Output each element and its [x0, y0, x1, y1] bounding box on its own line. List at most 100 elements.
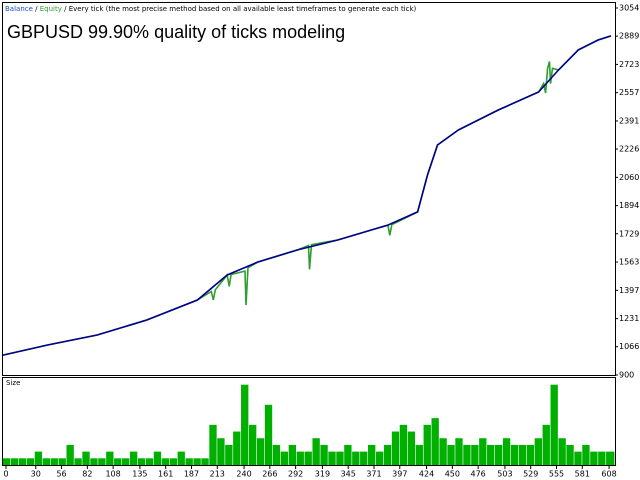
y-tick-label: 1397 [619, 286, 639, 295]
x-tick-label: 608 [601, 470, 616, 479]
size-bar [455, 438, 463, 465]
x-tick-label: 450 [445, 470, 460, 479]
size-bar [510, 444, 519, 465]
size-bar [391, 431, 400, 465]
size-bar [3, 458, 11, 465]
legend-equity: Equity [40, 5, 62, 13]
x-tick-label: 56 [56, 470, 66, 479]
size-bar [423, 424, 431, 465]
size-bar [574, 451, 582, 465]
legend: Balance / Equity / Every tick (the most … [5, 5, 417, 13]
x-tick-label: 319 [315, 470, 330, 479]
size-bar [248, 424, 257, 465]
size-bar [161, 458, 170, 465]
size-bar [66, 444, 74, 465]
size-bar [217, 438, 225, 465]
y-tick-label: 1729 [619, 229, 639, 238]
size-bar [558, 438, 566, 465]
size-bar [336, 451, 344, 465]
size-bar [153, 451, 162, 465]
size-bar [74, 458, 82, 465]
size-bar [225, 444, 233, 465]
size-bar [518, 444, 527, 465]
x-tick-label: 82 [82, 470, 92, 479]
size-bar [494, 444, 503, 465]
y-tick-label: 2391 [619, 116, 639, 125]
size-bar [368, 444, 376, 465]
size-bar [502, 438, 511, 465]
x-tick-label: 555 [549, 470, 564, 479]
x-tick-label: 345 [341, 470, 356, 479]
size-bar [399, 424, 408, 465]
legend-separator: / [64, 5, 67, 13]
size-bar [606, 451, 615, 465]
y-tick-label: 2889 [619, 32, 639, 41]
x-tick-label: 213 [210, 470, 225, 479]
size-bar [407, 431, 416, 465]
size-bar [415, 444, 423, 465]
legend-balance: Balance [5, 5, 33, 13]
x-tick-label: 266 [262, 470, 277, 479]
size-bar [90, 458, 98, 465]
size-bar [304, 451, 312, 465]
size-bar [177, 451, 185, 465]
size-bar [360, 451, 368, 465]
size-bar [18, 458, 27, 465]
y-tick-label: 1563 [619, 258, 639, 267]
size-bar [193, 458, 201, 465]
size-bar [233, 431, 241, 465]
size-bar [129, 451, 138, 465]
size-bar [106, 451, 114, 465]
series-line [2, 35, 612, 356]
y-tick-label: 1894 [619, 201, 639, 210]
y-tick-label: 2226 [619, 145, 639, 154]
main-panel [2, 2, 616, 376]
size-bar [566, 444, 574, 465]
size-bar [137, 458, 146, 465]
size-bar [201, 458, 209, 465]
size-bar [264, 404, 273, 465]
size-bar [42, 458, 51, 465]
chart-title: GBPUSD 99.90% quality of ticks modeling [7, 22, 345, 42]
size-bar [98, 458, 106, 465]
x-tick-label: 503 [497, 470, 512, 479]
x-tick-label: 581 [575, 470, 590, 479]
size-bar [328, 451, 336, 465]
x-tick-label: 135 [132, 470, 147, 479]
size-bar [590, 451, 598, 465]
legend-mode: Every tick (the most precise method base… [69, 5, 417, 13]
size-bar [582, 444, 590, 465]
size-bar [487, 444, 495, 465]
size-bar [50, 458, 58, 465]
size-bar [209, 424, 217, 465]
x-tick-label: 108 [105, 470, 120, 479]
x-tick-label: 529 [523, 470, 538, 479]
size-bar [169, 458, 177, 465]
y-tick-label: 2723 [619, 60, 639, 69]
size-bar [185, 458, 193, 465]
x-tick-label: 476 [471, 470, 486, 479]
size-bar [241, 384, 249, 465]
size-bar [479, 438, 487, 465]
x-tick-label: 371 [366, 470, 381, 479]
x-tick-label: 424 [419, 470, 434, 479]
x-tick-label: 187 [184, 470, 199, 479]
size-title: Size [6, 379, 20, 387]
x-tick-label: 0 [3, 470, 8, 479]
y-tick-label: 3054 [619, 4, 639, 13]
size-bar [256, 438, 265, 465]
size-bar [344, 444, 352, 465]
size-bar [280, 451, 289, 465]
y-tick-label: 1066 [619, 342, 639, 351]
legend-separator: / [35, 5, 38, 13]
y-tick-label: 1231 [619, 314, 639, 323]
x-tick-label: 292 [288, 470, 303, 479]
size-bar [598, 451, 606, 465]
size-bar [439, 438, 447, 465]
x-tick-label: 161 [158, 470, 173, 479]
size-bar [122, 458, 130, 465]
y-tick-label: 2557 [619, 88, 639, 97]
y-tick-label: 900 [619, 371, 634, 380]
size-bar [463, 444, 471, 465]
